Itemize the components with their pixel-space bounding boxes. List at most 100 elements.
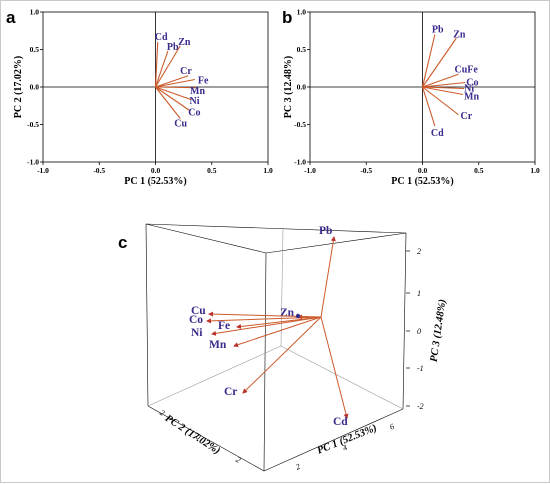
vector-label-cufe: CuFe (455, 64, 479, 75)
x-tick-label: 1.0 (530, 166, 540, 175)
vector-label-ni: Ni (190, 96, 200, 107)
loading-vector-mn (155, 86, 197, 89)
loading-vector-mn (422, 86, 464, 96)
vector-label-3d-mn: Mn (209, 339, 227, 351)
vector-label-fe: Fe (198, 76, 209, 87)
vector-label-3d-co: Co (189, 314, 203, 326)
x-tick-label: -1.0 (304, 166, 316, 175)
vector-label-cu: Cu (174, 119, 187, 130)
zn-point-marker (295, 313, 301, 319)
y-tick-label: 0.0 (297, 83, 307, 92)
biplot-3d: 210-1-2 PC 3 (12.48%) PC 1 (52.53%) PC 2… (145, 223, 449, 472)
y-tick-label: -1.0 (27, 158, 39, 167)
vector-label-cd: Cd (155, 32, 168, 43)
vector-label-3d-ni: Ni (191, 327, 203, 339)
pc2-tick-label: 0 (194, 432, 202, 442)
vector-label-mn: Mn (464, 92, 479, 103)
loading-vector-3d-pb (320, 236, 336, 318)
y-axis-label-a: PC 2 (17.02%) (13, 56, 24, 119)
z-axis-label: PC 3 (12.48%) (429, 299, 449, 363)
loading-vector-co (155, 86, 190, 111)
loading-vector-ni (422, 86, 465, 90)
ticks-b: -1.0 -0.5 0.0 0.5 1.0 -1.0 -0.5 0.0 0.5 1.0 (294, 8, 540, 176)
x-tick-label: 0.0 (418, 166, 428, 175)
z-tick-label: -1 (417, 364, 424, 373)
vector-label-cd: Cd (431, 128, 444, 139)
vector-label-mn: Mn (190, 86, 205, 97)
vector-label-pb: Pb (167, 42, 179, 53)
ticks-a: -1.0 -0.5 0.0 0.5 1.0 -1.0 -0.5 0.0 0.5 1.0 (27, 8, 273, 176)
loading-vector-cr (422, 86, 459, 116)
vector-label-3d-cd: Cd (333, 416, 348, 428)
vector-label-co: Co (188, 107, 200, 118)
loading-vector-cu (155, 86, 181, 119)
loading-vector-fe (155, 78, 195, 88)
loading-vector-pb (421, 34, 436, 88)
loading-vector-cufe (422, 73, 459, 88)
y-tick-label: -0.5 (27, 120, 39, 129)
x-tick-label: 0.0 (151, 166, 161, 175)
loading-vector-ni (155, 86, 192, 101)
z-ticks: 2 1 0 -1 -2 (406, 247, 424, 411)
pc1-tick-label: 4 (341, 443, 348, 453)
z-tick-label: 1 (417, 289, 421, 298)
y-tick-label: 1.0 (30, 8, 40, 17)
loading-vector-cr (155, 75, 189, 88)
y-tick-label: 0.0 (30, 83, 40, 92)
vector-label-ni: Ni (464, 84, 474, 95)
vector-label-co: Co (466, 78, 478, 89)
x-tick-label: -0.5 (360, 166, 372, 175)
x-tick-label: 1.0 (263, 166, 273, 175)
pc2-tick-label: 2 (158, 408, 166, 418)
vector-label-3d-zn: Zn (280, 307, 295, 319)
loading-vector-cd (154, 41, 159, 88)
panel-letter-c: c (118, 233, 127, 252)
x-tick-label: 0.5 (474, 166, 484, 175)
floor-ticks: 6 4 2 2 0 2 (158, 408, 395, 472)
x-tick-label: -0.5 (93, 166, 105, 175)
vector-label-pb: Pb (432, 25, 444, 36)
y-tick-label: 1.0 (297, 8, 307, 17)
x-tick-label: 0.5 (207, 166, 217, 175)
y-tick-label: -1.0 (294, 158, 306, 167)
loading-vector-3d-ni (211, 316, 322, 336)
loading-vector-3d-mn (233, 316, 322, 348)
loading-vector-3d-fe (236, 316, 322, 330)
pc1-tick-label: 6 (388, 422, 395, 432)
z-tick-label: 2 (417, 247, 421, 256)
loading-vector-3d-co (206, 316, 322, 324)
panel-letter-a: a (6, 8, 16, 27)
loading-vector-cd (421, 86, 436, 127)
vector-label-zn: Zn (453, 29, 466, 40)
loading-vector-pb (154, 50, 169, 88)
x-axis-label-b: PC 1 (52.53%) (391, 176, 454, 187)
vector-label-3d-cu: Cu (191, 305, 206, 317)
loading-vector-3d-cd (320, 316, 349, 419)
y-axis-label-b: PC 3 (12.48%) (283, 56, 294, 119)
pc2-tick-label: 2 (234, 455, 242, 465)
vector-label-3d-fe: Fe (218, 320, 230, 332)
x-tick-label: -1.0 (37, 166, 49, 175)
pc2-axis-label: PC 2 (17.02%) (163, 413, 222, 457)
vector-label-3d-cr: Cr (224, 386, 237, 398)
panel-letter-b: b (282, 8, 292, 27)
z-tick-label: -2 (417, 402, 424, 411)
loading-vector-co (422, 81, 466, 88)
z-tick-label: 0 (417, 327, 421, 336)
vector-label-zn: Zn (178, 37, 191, 48)
box-3d (145, 223, 407, 472)
loading-vector-3d-cu (208, 311, 322, 318)
pc1-tick-label: 2 (294, 462, 301, 472)
vector-label-cr: Cr (180, 66, 192, 77)
y-tick-label: 0.5 (297, 45, 307, 54)
vector-label-cr: Cr (461, 111, 473, 122)
loading-vector-3d-cr (242, 316, 322, 394)
y-tick-label: 0.5 (30, 45, 40, 54)
x-axis-label-a: PC 1 (52.53%) (124, 176, 187, 187)
